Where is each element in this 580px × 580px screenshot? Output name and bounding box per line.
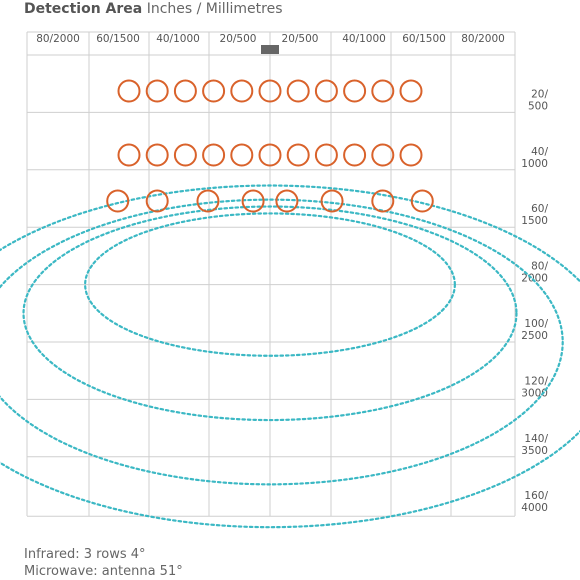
microwave-pattern-ellipse [0,198,564,486]
top-scale-label: 20/500 [282,33,319,45]
infrared-zone-circle [202,143,226,167]
microwave-pattern-ellipse [0,184,580,529]
depth-scale-label: 60/ [531,203,548,215]
depth-scale-label: 100/ [524,318,548,330]
depth-scale-label: 80/ [531,261,548,273]
infrared-zone-circle [275,189,299,213]
depth-scale-label: 500 [528,100,548,112]
depth-scale-label: 1500 [521,215,548,227]
depth-scale-label: 160/ [524,490,548,502]
infrared-zone-circle [173,143,197,167]
infrared-zone-circle [286,79,310,103]
infrared-zone-circle [371,143,395,167]
infrared-zone-circle [196,189,220,213]
infrared-zone-circle [202,79,226,103]
depth-scale-label: 20/ [531,88,548,100]
infrared-zone-circle [241,189,265,213]
depth-scale-label: 3000 [521,387,548,399]
title-units: Inches / Millimetres [146,1,283,17]
top-scale-label: 80/2000 [36,33,80,45]
microwave-pattern-ellipse [22,205,518,422]
infrared-zone-circle [343,143,367,167]
depth-scale-label: 3500 [521,445,548,457]
depth-scale-label: 140/ [524,433,548,445]
microwave-pattern-ellipse [84,212,456,357]
infrared-zone-circle [106,189,130,213]
infrared-zone-circle [314,79,338,103]
infrared-zone-circle [371,189,395,213]
depth-scale-label: 40/ [531,146,548,158]
infrared-zone-circle [117,143,141,167]
chart-title: Detection Area Inches / Millimetres [24,0,283,18]
infrared-zone-circle [410,189,434,213]
infrared-zone-circle [371,79,395,103]
infrared-zone-circle [314,143,338,167]
infrared-zone-circle [173,79,197,103]
infrared-zone-circle [145,143,169,167]
top-scale-label: 60/1500 [96,33,140,45]
infrared-zone-circle [320,189,344,213]
depth-scale-label: 4000 [521,502,548,514]
infrared-zone-circle [145,79,169,103]
infrared-zone-circle [230,79,254,103]
top-scale-label: 80/2000 [461,33,505,45]
infrared-zone-circle [399,143,423,167]
depth-scale-label: 1000 [521,158,548,170]
infrared-zone-circle [258,143,282,167]
top-scale-label: 60/1500 [402,33,446,45]
top-scale-label: 40/1000 [156,33,200,45]
top-scale-label: 40/1000 [342,33,386,45]
depth-scale-label: 2500 [521,330,548,342]
infrared-zone-circle [258,79,282,103]
depth-scale-label: 120/ [524,375,548,387]
infrared-zone-circle [343,79,367,103]
footer-microwave: Microwave: antenna 51° [24,564,183,579]
infrared-zone-circle [145,189,169,213]
sensor-icon [261,45,279,54]
infrared-zone-circle [230,143,254,167]
footer-infrared: Infrared: 3 rows 4° [24,547,146,562]
infrared-zone-circle [286,143,310,167]
infrared-zone-circle [399,79,423,103]
infrared-zone-circle [117,79,141,103]
title-bold: Detection Area [24,1,143,17]
depth-scale-label: 2000 [521,273,548,285]
top-scale-label: 20/500 [220,33,257,45]
